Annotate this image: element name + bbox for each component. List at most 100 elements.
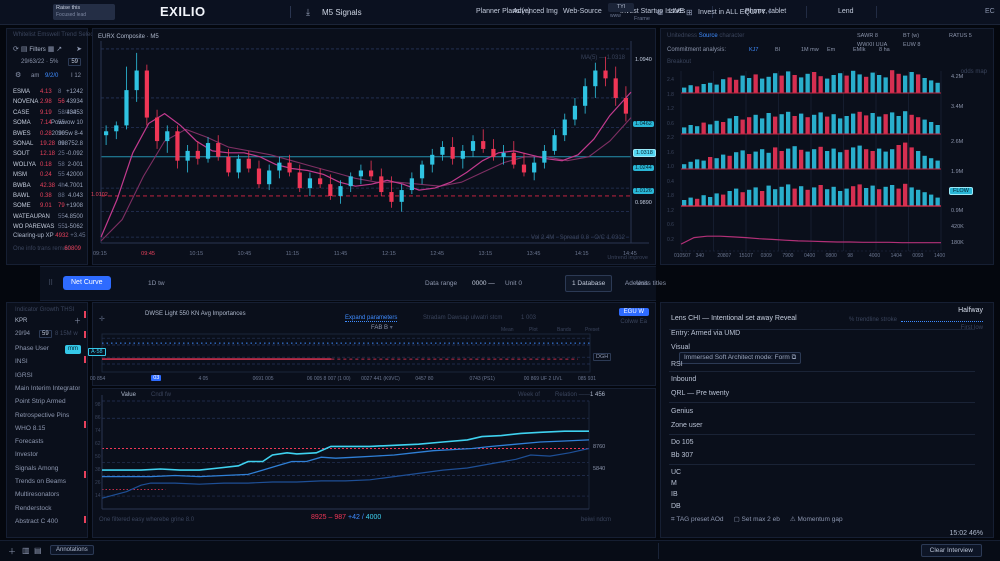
volume-tab[interactable]: EMIk: [853, 47, 866, 53]
details-row[interactable]: M: [671, 480, 677, 487]
net-curve-button[interactable]: Net Curve: [63, 276, 111, 290]
signals-label[interactable]: M5 Signals: [322, 8, 362, 17]
indicator-item[interactable]: INSI: [15, 358, 28, 366]
indicator-item[interactable]: Abstract C 400: [15, 517, 58, 525]
flow-badge[interactable]: FLOW: [949, 187, 973, 195]
range-value[interactable]: 0000 —: [472, 280, 495, 287]
volume-title-b[interactable]: Source: [698, 33, 718, 39]
details-row[interactable]: Genius: [671, 408, 694, 415]
columns-icon[interactable]: ▥: [22, 546, 30, 555]
equity-selector[interactable]: Invest in ALL EQUITY ▾: [698, 8, 771, 16]
gear-icon[interactable]: ⚙: [15, 72, 22, 79]
watchlist-row[interactable]: WOLIYA 0.18 58 2-001: [13, 160, 83, 170]
indicator-item[interactable]: Investor: [15, 451, 39, 459]
annotate-chip[interactable]: A·58: [88, 348, 106, 356]
workspace-badge[interactable]: Raise this Focused lead: [53, 4, 115, 20]
details-row[interactable]: Bb 307: [671, 452, 694, 459]
annotations-chip[interactable]: Annotations: [50, 545, 94, 555]
watchlist-row[interactable]: BAWL 0.38 88 4.043: [13, 191, 83, 201]
watchlist-row[interactable]: CASE 9.19 58/202 43453: [13, 108, 83, 118]
live-label[interactable]: LIVE: [669, 8, 685, 15]
volume-tab[interactable]: Em: [827, 47, 836, 53]
indicator-item[interactable]: Retrospective Pins: [15, 411, 70, 419]
indicator-item[interactable]: Multiresonators: [15, 491, 60, 499]
indicator-item[interactable]: IGRSI: [15, 371, 33, 379]
row3-b[interactable]: 9/2/0: [45, 73, 59, 79]
indicator-item[interactable]: Main Interim Integrator: [15, 384, 81, 392]
details-chip[interactable]: ⚠ Momentum gap: [789, 516, 843, 523]
watchlist-row[interactable]: BWBA 42.38 4h 4.7001: [13, 181, 83, 191]
details-row[interactable]: Inbound: [671, 376, 697, 383]
indicator-item[interactable]: Signals Among: [15, 464, 59, 472]
progress-svg[interactable]: [93, 389, 657, 539]
volume-tab[interactable]: KJ7: [749, 47, 759, 53]
indicator-item[interactable]: Phase User: [15, 345, 49, 352]
matrix-icon[interactable]: ⊞: [686, 8, 693, 17]
grid-icon[interactable]: ▦: [47, 46, 55, 53]
watchlist-row[interactable]: SOME 9.01 79 +1908: [13, 201, 83, 211]
add-icon[interactable]: ＋: [74, 318, 81, 325]
clear-interview-button[interactable]: Clear Interview: [920, 544, 982, 557]
details-chip[interactable]: ▢ Set max 2 eb: [733, 516, 780, 523]
columns-link[interactable]: Colww Ea: [620, 319, 647, 325]
importance-svg[interactable]: [93, 303, 657, 387]
stats-box[interactable]: 59: [68, 58, 81, 66]
indicators-stats-box[interactable]: 59: [39, 330, 52, 338]
watchlist-row[interactable]: NOVENA 2.98 56 43934: [13, 97, 83, 107]
candle-svg[interactable]: [93, 29, 657, 266]
details-row[interactable]: Zone user: [671, 422, 703, 429]
details-row[interactable]: RSI: [671, 361, 683, 368]
topbar-menu-item[interactable]: Planner Plans (+): [476, 8, 531, 15]
watchlist-row[interactable]: WO PAREWAS 55 1-5062: [13, 222, 83, 232]
importance-x-chip[interactable]: 03: [151, 375, 162, 381]
details-row[interactable]: Visual: [671, 344, 690, 351]
download-icon[interactable]: ⤓: [306, 7, 310, 17]
plan-chip[interactable]: TYI: [608, 3, 634, 12]
details-row[interactable]: Do 105: [671, 439, 694, 446]
crosshair-icon[interactable]: ✛: [99, 316, 105, 323]
details-chip[interactable]: ⌗ TAG preset AOd: [671, 516, 724, 523]
expand-parameters-link[interactable]: Expand parameters: [345, 315, 398, 322]
send-icon[interactable]: ➤: [76, 46, 82, 53]
candle-chart[interactable]: [93, 29, 657, 266]
details-row[interactable]: IB: [671, 491, 678, 498]
details-row[interactable]: UC: [671, 469, 682, 476]
topbar-menu-item[interactable]: Lend: [838, 8, 854, 15]
watchlist-row[interactable]: SOMA 7.14 55 Powwow 10: [13, 118, 83, 128]
edit-view-button[interactable]: EGU W: [618, 308, 649, 316]
volume-svg[interactable]: [661, 29, 995, 266]
progress-chart[interactable]: [93, 389, 657, 539]
topbar-menu-item[interactable]: Invest Startup Issues: [620, 8, 686, 15]
details-row[interactable]: Entry: Armed via UMD: [671, 330, 741, 337]
progress-legend-1[interactable]: Value: [121, 392, 136, 398]
refresh-icon[interactable]: ⟳: [13, 46, 19, 53]
grip-icon[interactable]: ⠿: [48, 280, 54, 287]
details-row[interactable]: QRL — Pre twenty: [671, 390, 730, 397]
indicator-item[interactable]: Point Strip Armed: [15, 398, 66, 406]
watchlist-row[interactable]: ESMA 4.13 8 +1242: [13, 87, 83, 97]
watchlist-row[interactable]: WATEAUPAN 55 4.8500: [13, 212, 83, 222]
volume-tab[interactable]: 1M mw: [801, 47, 819, 53]
up-arrow-icon[interactable]: ↗: [56, 46, 63, 53]
watchlist-row[interactable]: SOUT 12.18 25 -0.092: [13, 149, 83, 159]
topbar-menu-item[interactable]: Phone, tablet: [745, 8, 787, 15]
progress-legend-2[interactable]: Cndl fw: [151, 392, 172, 398]
live-grid-icon[interactable]: ⧉: [657, 8, 663, 17]
indicator-item[interactable]: Forecasts: [15, 438, 44, 446]
cols-icon[interactable]: ▤: [20, 46, 28, 53]
volume-tab[interactable]: 8 ha: [879, 47, 890, 53]
watchlist-row[interactable]: SONAL 19.28 38 098752.8: [13, 139, 83, 149]
watchlist-wide-row[interactable]: Clearing-up XP 4932 +3.45: [13, 233, 85, 239]
filters-label[interactable]: Filters: [29, 47, 46, 53]
volume-chart[interactable]: [661, 29, 995, 266]
topbar-menu-item[interactable]: Advanced Img: [513, 8, 558, 15]
importance-chart[interactable]: [93, 303, 657, 387]
plus-icon[interactable]: ＋: [8, 547, 16, 556]
units-titles-label[interactable]: Units titles: [636, 280, 666, 287]
volume-tab[interactable]: BI: [775, 47, 781, 53]
watchlist-row[interactable]: MSM 0.24 55 42000: [13, 170, 83, 180]
indicator-item[interactable]: Renderstock: [15, 504, 52, 512]
database-button[interactable]: 1 Database: [565, 275, 613, 292]
watchlist-row[interactable]: BWES 0.28 38 20905w 8-4: [13, 129, 83, 139]
details-row[interactable]: DB: [671, 503, 681, 510]
